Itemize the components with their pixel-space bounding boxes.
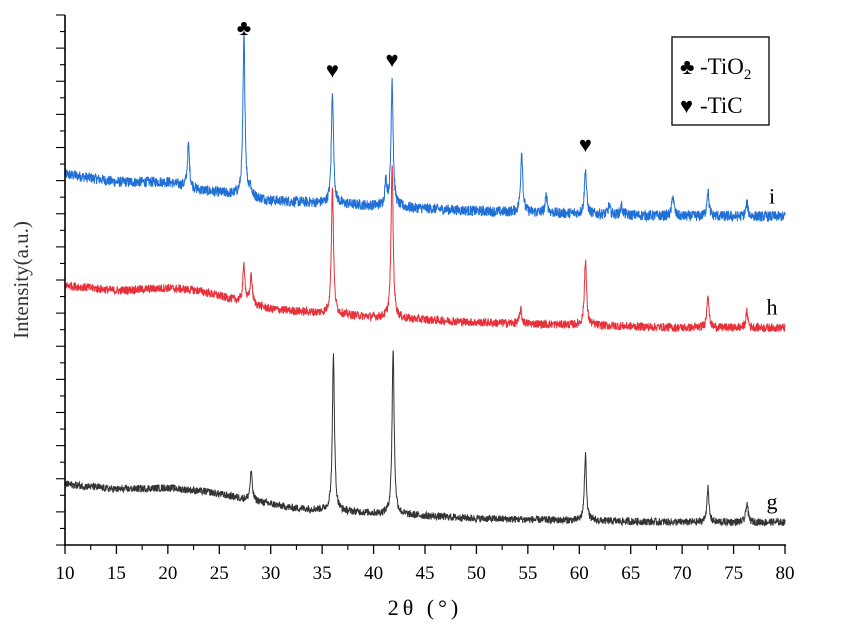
x-tick-label: 30 <box>261 563 280 584</box>
x-tick-label: 55 <box>518 563 537 584</box>
legend: ♣ -TiO2 ♥ -TiC <box>671 36 770 126</box>
x-tick-label: 70 <box>673 563 692 584</box>
x-tick-label: 75 <box>724 563 743 584</box>
tic-marker: ♥ <box>386 47 399 72</box>
tio2-marker: ♣ <box>237 15 251 40</box>
y-axis-label: Intensity(a.u.) <box>9 221 33 339</box>
tic-marker: ♥ <box>326 58 339 83</box>
series-line-i <box>64 33 786 223</box>
series-layer <box>64 33 786 527</box>
series-label-h: h <box>767 295 778 320</box>
x-tick-label: 50 <box>467 563 486 584</box>
x-tick-label: 65 <box>621 563 640 584</box>
x-tick-label: 25 <box>210 563 229 584</box>
annotations: i h g ♣ ♥ ♥ ♥ <box>237 15 778 514</box>
series-line-h <box>64 165 786 333</box>
x-tick-label: 45 <box>416 563 435 584</box>
x-tick-label: 40 <box>364 563 383 584</box>
x-axis-label: 2θ (°) <box>388 595 463 620</box>
x-tick-label: 35 <box>313 563 332 584</box>
series-line-g <box>64 350 786 527</box>
legend-label-tio2: -TiO2 <box>700 54 751 83</box>
tic-marker: ♥ <box>579 132 592 157</box>
legend-symbol-tio2: ♣ <box>680 54 694 79</box>
x-tick-label: 10 <box>56 563 75 584</box>
x-tick-label: 80 <box>776 563 795 584</box>
series-label-i: i <box>769 183 775 208</box>
x-tick-label: 20 <box>158 563 177 584</box>
legend-label-tic: -TiC <box>700 93 743 118</box>
x-tick-label: 60 <box>570 563 589 584</box>
legend-box <box>671 36 770 126</box>
x-tick-label: 15 <box>107 563 126 584</box>
legend-symbol-tic: ♥ <box>680 93 693 118</box>
series-label-g: g <box>767 489 778 514</box>
axes: 10 15 20 25 30 35 40 45 50 55 60 65 70 75 80 <box>56 14 795 584</box>
